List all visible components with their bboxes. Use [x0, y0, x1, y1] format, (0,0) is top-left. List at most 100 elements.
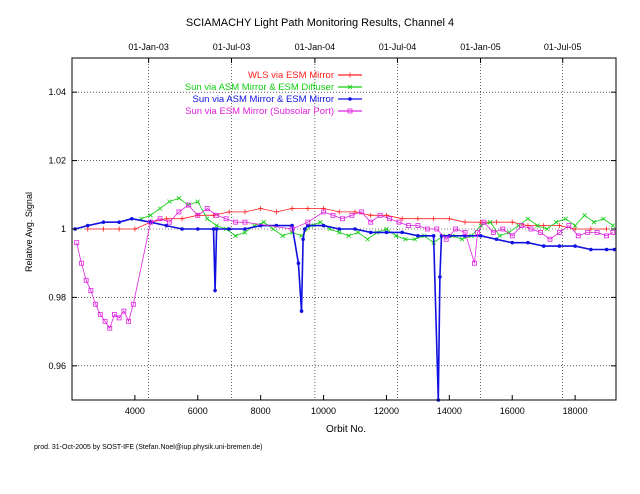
data-point [305, 219, 311, 225]
x-tick-label: 16000 [500, 406, 525, 416]
data-point [318, 219, 323, 225]
data-point [233, 233, 238, 239]
data-point [365, 236, 370, 242]
legend-label: WLS via ESM Mirror [248, 70, 334, 81]
data-point [462, 230, 468, 235]
data-point [377, 212, 383, 218]
y-tick-label: 0.98 [48, 292, 66, 302]
data-point [242, 209, 248, 215]
data-point [541, 244, 546, 248]
data-point [74, 240, 80, 246]
data-point [589, 247, 593, 252]
data-point [431, 234, 436, 238]
x-tick-label: 18000 [563, 406, 588, 416]
data-point [415, 223, 421, 228]
x-tick-label: 12000 [374, 406, 399, 416]
data-point [547, 236, 553, 242]
data-point [85, 223, 90, 228]
data-point [509, 233, 515, 239]
data-point [214, 223, 219, 228]
y-axis-label: Relative Avg. Signal [24, 192, 34, 272]
data-point [610, 223, 616, 228]
x-tick-label: 10000 [311, 406, 336, 416]
data-point [400, 230, 404, 235]
x-tick-label: 8000 [251, 406, 271, 416]
data-point [500, 226, 506, 232]
data-point [396, 219, 402, 225]
data-point [299, 309, 304, 313]
data-point [557, 244, 562, 248]
series-layer [73, 195, 617, 402]
data-point [242, 219, 248, 225]
series-3 [73, 216, 617, 402]
data-point [129, 216, 134, 221]
data-point [544, 226, 550, 232]
data-point [497, 233, 502, 239]
data-point [494, 237, 499, 242]
data-point [358, 209, 364, 215]
series-2 [138, 195, 616, 245]
data-point [384, 226, 389, 232]
data-point [270, 226, 276, 232]
data-point [102, 318, 108, 324]
data-point [494, 219, 500, 225]
data-point [478, 234, 483, 238]
data-point [526, 240, 530, 245]
data-point [604, 226, 610, 232]
data-point [176, 195, 182, 201]
data-point [462, 219, 468, 225]
data-point [97, 312, 103, 317]
data-point [148, 213, 153, 218]
data-point [211, 212, 217, 218]
data-point [601, 216, 606, 222]
data-point [83, 277, 89, 283]
data-point [393, 233, 399, 239]
data-point [223, 216, 229, 222]
data-point [591, 219, 597, 225]
data-point [289, 226, 295, 232]
x-tick-label: 6000 [188, 406, 208, 416]
data-point [355, 230, 361, 235]
data-point [126, 318, 132, 324]
data-point [340, 216, 345, 222]
data-point [167, 199, 172, 204]
data-point [368, 212, 374, 218]
data-point [185, 202, 191, 208]
data-point [132, 226, 138, 232]
data-point [475, 230, 481, 235]
data-point [481, 219, 487, 225]
legend-label: Sun via ASM Mirror & ESM Mirror [193, 94, 334, 105]
data-point [280, 233, 285, 239]
data-point [478, 219, 484, 225]
data-point [337, 230, 342, 235]
data-point [368, 230, 373, 235]
data-point [572, 223, 578, 228]
data-point [416, 234, 420, 238]
data-point [403, 236, 408, 242]
data-point [242, 230, 248, 235]
data-point [204, 216, 210, 222]
data-point [180, 227, 184, 231]
data-point [167, 219, 172, 225]
data-point [387, 216, 392, 222]
data-point [612, 247, 617, 252]
series-1 [85, 205, 610, 232]
data-point [594, 230, 600, 235]
data-point [347, 72, 353, 78]
data-point [604, 233, 609, 239]
data-point [148, 219, 154, 225]
top-tick-label: 01-Jan-04 [295, 42, 336, 52]
data-point [100, 226, 106, 232]
data-point [88, 288, 94, 293]
data-point [541, 223, 547, 229]
series-line [74, 217, 615, 401]
data-point [553, 219, 559, 225]
series-line [141, 197, 614, 244]
data-point [321, 223, 326, 228]
data-point [434, 226, 440, 232]
data-point [566, 223, 572, 228]
data-point [585, 230, 591, 235]
data-point [347, 84, 353, 90]
data-point [116, 226, 122, 232]
data-point [301, 237, 305, 242]
